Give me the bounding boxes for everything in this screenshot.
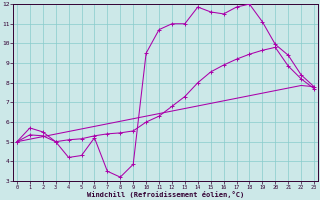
X-axis label: Windchill (Refroidissement éolien,°C): Windchill (Refroidissement éolien,°C)	[87, 191, 244, 198]
